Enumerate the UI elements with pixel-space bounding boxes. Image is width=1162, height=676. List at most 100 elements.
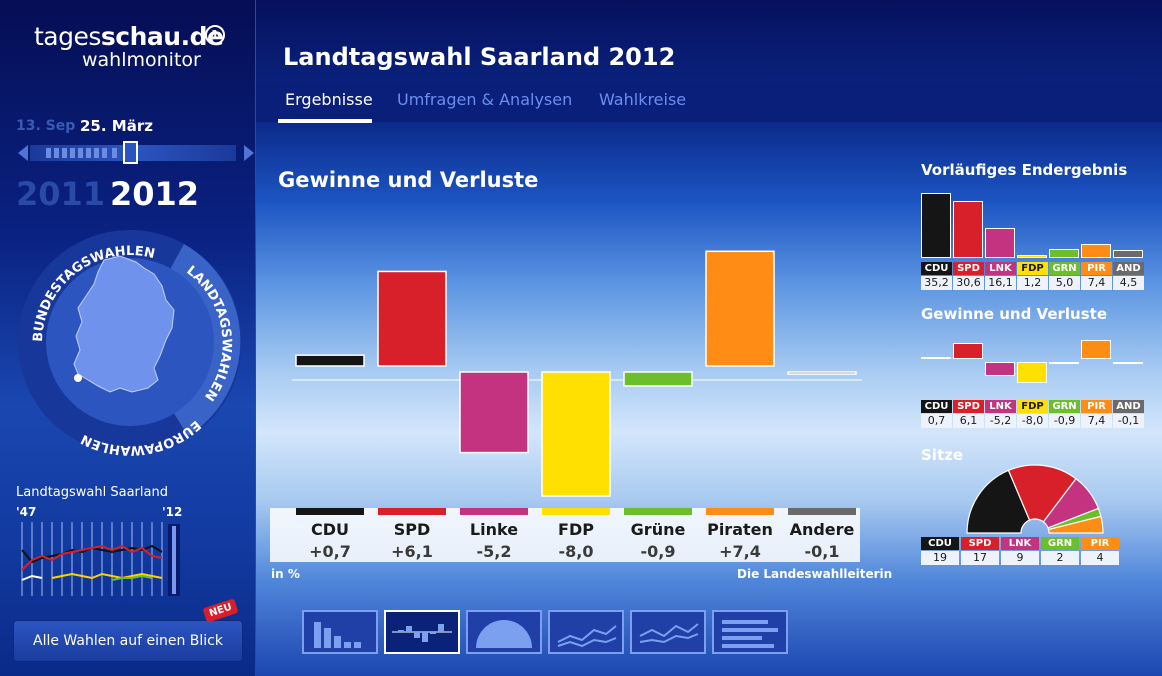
bar-piraten[interactable] [705, 250, 775, 367]
result-value: 16,1 [985, 276, 1016, 290]
view-list-button[interactable] [712, 610, 788, 654]
mini-gain-bar[interactable] [1081, 339, 1111, 359]
view-trend-button[interactable] [548, 610, 624, 654]
view-gains-losses-button[interactable] [384, 610, 460, 654]
bar-spd[interactable] [377, 270, 447, 367]
seats-slice[interactable] [1007, 464, 1077, 523]
mini-gain-bar[interactable] [921, 357, 951, 359]
result-bar[interactable] [1113, 249, 1143, 258]
mini-gain-party-label: CDU [921, 400, 952, 413]
result-party-label: AND [1113, 262, 1144, 275]
bar-cdu[interactable] [295, 354, 365, 367]
seats-slice[interactable] [966, 469, 1031, 534]
mini-gain-bar[interactable] [1113, 362, 1143, 364]
party-value: -0,9 [640, 542, 676, 561]
history-chart-end-label: '12 [162, 505, 183, 519]
active-tab-indicator [278, 119, 372, 123]
party-name: Grüne [630, 520, 686, 539]
mini-gain-value: -8,0 [1017, 414, 1048, 428]
timeline-date-current: 25. März [80, 117, 153, 135]
party-color-strip [542, 508, 610, 515]
seats-pie-chart[interactable] [960, 460, 1110, 535]
result-bar[interactable] [921, 192, 951, 258]
all-elections-button[interactable]: Alle Wahlen auf einen Blick [13, 620, 243, 662]
tab-ergebnisse[interactable]: Ergebnisse [285, 90, 373, 109]
year-previous[interactable]: 2011 [16, 175, 106, 213]
seats-slice[interactable] [1047, 515, 1104, 534]
timeline-date-previous: 13. Sep [16, 118, 76, 134]
tab-wahlkreise[interactable]: Wahlkreise [599, 90, 687, 109]
seats-value: 19 [921, 551, 959, 565]
timeline-next-arrow-icon[interactable] [244, 145, 254, 161]
page-title: Landtagswahl Saarland 2012 [283, 43, 676, 71]
party-color-strip [788, 508, 856, 515]
party-value: -0,1 [804, 542, 840, 561]
result-value: 35,2 [921, 276, 952, 290]
timeline-prev-arrow-icon[interactable] [18, 145, 28, 161]
party-name: Linke [469, 520, 519, 539]
result-value: 30,6 [953, 276, 984, 290]
mini-gain-value: 0,7 [921, 414, 952, 428]
timeline-slider-thumb[interactable] [123, 141, 138, 164]
party-value: +7,4 [719, 542, 761, 561]
view-bar-chart-button[interactable] [302, 610, 378, 654]
seats-party-label: CDU [921, 537, 959, 550]
mini-gain-party-label: GRN [1049, 400, 1080, 413]
mini-gain-party-label: AND [1113, 400, 1144, 413]
bar-andere[interactable] [787, 371, 857, 375]
history-line-chart[interactable] [16, 520, 186, 598]
chart-title: Gewinne und Verluste [278, 168, 539, 192]
result-bar[interactable] [1049, 248, 1079, 258]
bar-fdp[interactable] [541, 371, 611, 497]
year-current[interactable]: 2012 [110, 175, 200, 213]
party-value: -8,0 [558, 542, 594, 561]
mini-gain-value: -5,2 [985, 414, 1016, 428]
view-seats-button[interactable] [466, 610, 542, 654]
party-name: FDP [558, 520, 594, 539]
party-value: +6,1 [391, 542, 433, 561]
mini-gain-party-label: SPD [953, 400, 984, 413]
unit-note: in % [271, 567, 300, 581]
mini-gain-party-label: PIR [1081, 400, 1112, 413]
result-bar[interactable] [1017, 255, 1047, 258]
brand-logo[interactable]: tagesschau.de [34, 22, 224, 51]
party-color-strip [706, 508, 774, 515]
mini-gain-bar[interactable] [953, 343, 983, 359]
mini-gains-chart-title: Gewinne und Verluste [921, 305, 1108, 323]
mini-gain-bar[interactable] [1049, 362, 1079, 365]
result-party-label: CDU [921, 262, 952, 275]
seats-party-label: LNK [1001, 537, 1039, 550]
seats-chart-title: Sitze [921, 446, 964, 464]
seats-value: 2 [1041, 551, 1079, 565]
party-name: CDU [310, 520, 349, 539]
result-value: 4,5 [1113, 276, 1144, 290]
party-name: Andere [789, 520, 855, 539]
result-value: 7,4 [1081, 276, 1112, 290]
bar-linke[interactable] [459, 371, 529, 454]
mini-gain-bar[interactable] [985, 362, 1015, 376]
seats-party-label: GRN [1041, 537, 1079, 550]
result-bar[interactable] [953, 201, 983, 258]
mini-gain-value: 6,1 [953, 414, 984, 428]
bar-grne[interactable] [623, 371, 693, 387]
result-bar[interactable] [985, 228, 1015, 258]
history-chart-title: Landtagswahl Saarland [16, 485, 168, 500]
result-value: 1,2 [1017, 276, 1048, 290]
tab-umfragen-analysen[interactable]: Umfragen & Analysen [397, 90, 573, 109]
seats-party-label: SPD [961, 537, 999, 550]
election-type-wheel[interactable]: BUNDESTAGSWAHLEN LANDTAGSWAHLEN EUROPAWA… [16, 228, 244, 456]
mini-gain-bar[interactable] [1017, 362, 1047, 383]
result-bar[interactable] [1081, 244, 1111, 258]
mini-gain-value: 7,4 [1081, 414, 1112, 428]
seats-value: 17 [961, 551, 999, 565]
party-name: Piraten [707, 520, 773, 539]
source-label: Die Landeswahlleiterin [737, 567, 893, 581]
party-value: +0,7 [309, 542, 351, 561]
result-value: 5,0 [1049, 276, 1080, 290]
result-chart-title: Vorläufiges Endergebnis [921, 161, 1128, 179]
party-value: -5,2 [476, 542, 512, 561]
view-trend-compare-button[interactable] [630, 610, 706, 654]
result-party-label: PIR [1081, 262, 1112, 275]
seats-value: 4 [1081, 551, 1119, 565]
